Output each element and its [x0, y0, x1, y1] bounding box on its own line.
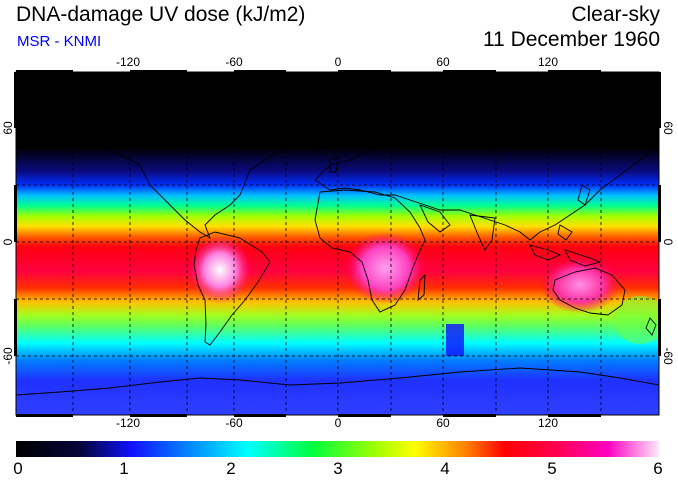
lat-label-left: -60 [1, 347, 15, 365]
coastlines [16, 99, 659, 396]
lon-label-bottom: -60 [225, 416, 243, 430]
lon-label-top: -60 [225, 55, 243, 69]
frame-ticks [14, 70, 661, 417]
map-frame [15, 71, 660, 416]
colorbar-label: 2 [226, 459, 235, 478]
lon-label-bottom: 120 [538, 416, 558, 430]
colorbar-label: 1 [119, 459, 128, 478]
date-label: 11 December 1960 [482, 28, 660, 51]
colorbar-label: 5 [547, 459, 556, 478]
lon-label-bottom: -120 [116, 416, 140, 430]
colorbar [16, 441, 659, 457]
lon-label-bottom: 0 [335, 416, 342, 430]
uv-dose-field [16, 72, 659, 415]
colorbar-label: 4 [440, 459, 449, 478]
lon-label-top: 120 [538, 55, 558, 69]
colorbar-label: 0 [13, 459, 22, 478]
sky-condition-label: Clear-sky [571, 3, 660, 26]
lat-label-right: 0 [661, 239, 675, 246]
lat-label-right: 60 [661, 121, 675, 135]
lon-label-bottom: 60 [436, 416, 450, 430]
map-title: DNA-damage UV dose (kJ/m2) [16, 3, 306, 26]
colorbar-label: 3 [333, 459, 342, 478]
lat-label-left: 60 [1, 121, 15, 135]
graticule [16, 72, 659, 415]
colorbar-labels: 0 1 2 3 4 5 6 [13, 459, 662, 478]
source-label: MSR - KNMI [17, 33, 102, 50]
lon-label-top: -120 [116, 55, 140, 69]
lat-label-right: -60 [661, 347, 675, 365]
lon-label-top: 0 [335, 55, 342, 69]
lat-label-left: 0 [1, 238, 15, 245]
colorbar-label: 6 [653, 459, 662, 478]
lon-label-top: 60 [436, 55, 450, 69]
